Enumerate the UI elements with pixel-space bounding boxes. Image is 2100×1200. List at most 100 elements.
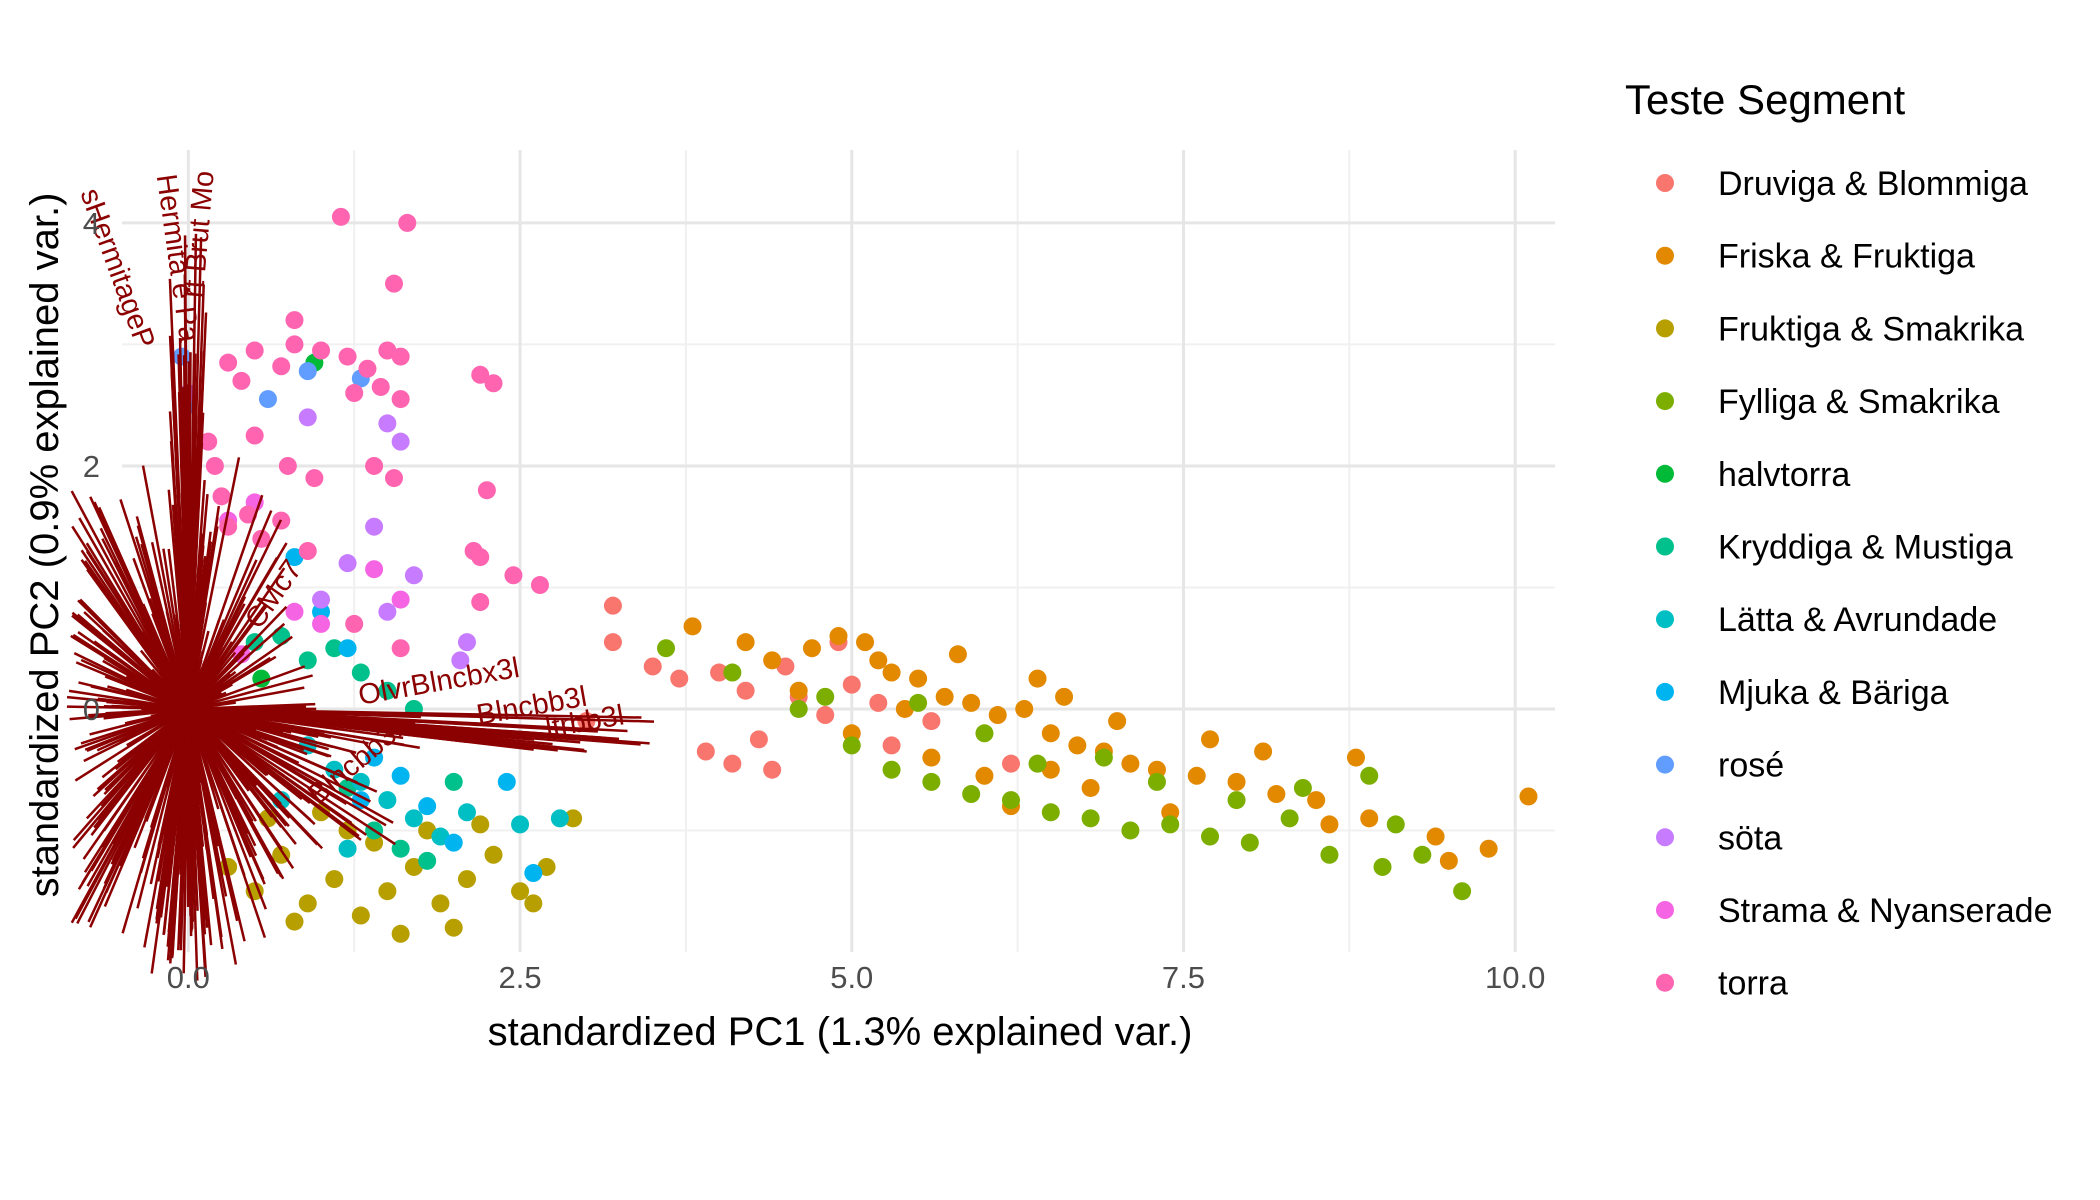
- loading-arrow: [187, 708, 312, 821]
- x-tick-label: 10.0: [1485, 960, 1545, 995]
- loading-arrow: [104, 708, 190, 791]
- data-point: [1108, 712, 1127, 731]
- data-point: [298, 542, 317, 560]
- data-point: [312, 614, 331, 633]
- loading-arrow: [187, 707, 330, 758]
- data-point: [351, 663, 370, 682]
- data-point: [497, 772, 516, 791]
- data-point: [696, 742, 715, 761]
- data-point: [842, 736, 861, 755]
- points-layer: [172, 207, 1538, 943]
- data-point: [418, 851, 437, 870]
- data-point: [1386, 815, 1405, 834]
- data-point: [272, 357, 291, 376]
- data-point: [371, 377, 390, 396]
- data-point: [391, 839, 410, 858]
- data-point: [1028, 754, 1047, 773]
- data-point: [345, 614, 364, 633]
- data-point: [298, 362, 317, 381]
- data-point: [1201, 730, 1220, 749]
- legend-swatch: [1656, 174, 1674, 192]
- data-point: [935, 687, 954, 706]
- data-point: [391, 347, 410, 366]
- loading-arrow: [187, 708, 246, 876]
- data-point: [245, 341, 264, 360]
- data-point: [1161, 815, 1180, 834]
- data-point: [391, 766, 410, 785]
- legend-swatch: [1656, 973, 1674, 992]
- data-point: [1015, 699, 1034, 718]
- data-point: [1254, 742, 1273, 761]
- legend-swatch: [1656, 319, 1674, 338]
- legend-label: Mjuka & Bäriga: [1718, 674, 1949, 712]
- legend-label: halvtorra: [1718, 456, 1850, 494]
- data-point: [1001, 754, 1020, 773]
- data-point: [1280, 809, 1299, 828]
- loading-arrow: [90, 708, 190, 872]
- data-point: [1121, 821, 1140, 840]
- legend-swatch: [1656, 392, 1674, 411]
- data-point: [736, 633, 755, 652]
- data-point: [564, 809, 583, 828]
- legend-items: Druviga & Blommiga Friska & Fruktiga Frukt…: [1656, 165, 2053, 1003]
- data-point: [802, 639, 821, 658]
- data-point: [1413, 845, 1432, 864]
- data-point: [471, 593, 490, 612]
- loading-arrow: [188, 686, 305, 711]
- data-point: [358, 359, 377, 378]
- data-point: [922, 748, 941, 767]
- data-point: [1227, 772, 1246, 791]
- data-point: [749, 730, 768, 749]
- data-point: [710, 663, 729, 682]
- data-point: [245, 426, 264, 445]
- data-point: [1293, 778, 1312, 797]
- data-point: [975, 766, 994, 785]
- data-point: [511, 882, 530, 901]
- data-point: [524, 864, 543, 883]
- data-point: [1081, 778, 1100, 797]
- data-point: [829, 627, 848, 646]
- x-axis-title: standardized PC1 (1.3% explained var.): [488, 1010, 1193, 1054]
- loading-arrow: [187, 707, 372, 803]
- data-point: [378, 791, 397, 810]
- loading-arrow: [160, 708, 190, 860]
- data-point: [378, 602, 397, 621]
- data-point: [763, 651, 782, 670]
- data-point: [683, 617, 702, 636]
- data-point: [922, 712, 941, 731]
- y-tick-label: 2: [83, 449, 100, 484]
- data-point: [338, 347, 357, 366]
- data-point: [524, 894, 543, 913]
- data-point: [1094, 748, 1113, 767]
- data-point: [418, 797, 437, 816]
- loading-arrow: [70, 634, 190, 711]
- data-point: [378, 681, 397, 700]
- loading-arrow: [188, 707, 409, 718]
- data-point: [365, 560, 384, 579]
- y-axis-title: standardized PC2 (0.9% explained var.): [23, 193, 67, 898]
- data-point: [530, 576, 549, 595]
- loading-arrow: [165, 611, 190, 710]
- loading-arrow: [68, 689, 189, 711]
- data-point: [1187, 766, 1206, 785]
- data-point: [988, 706, 1007, 725]
- data-point: [1307, 791, 1326, 810]
- loading-arrow: [106, 700, 189, 711]
- data-point: [378, 882, 397, 901]
- data-point: [1001, 791, 1020, 810]
- loading-arrow: [188, 707, 420, 749]
- loading-arrow: [80, 658, 189, 711]
- data-point: [1373, 857, 1392, 876]
- data-point: [1360, 766, 1379, 785]
- data-point: [365, 456, 384, 475]
- legend-label: Friska & Fruktiga: [1718, 238, 1975, 276]
- legend-swatch: [1656, 246, 1674, 265]
- data-point: [670, 669, 689, 688]
- data-point: [1068, 736, 1087, 755]
- loading-arrow: [187, 673, 239, 710]
- legend-label: rosé: [1718, 747, 1784, 785]
- data-point: [1227, 791, 1246, 810]
- data-point: [504, 566, 523, 585]
- y-axis-ticks: 0 2 4: [83, 206, 100, 727]
- loading-arrow: [103, 707, 189, 720]
